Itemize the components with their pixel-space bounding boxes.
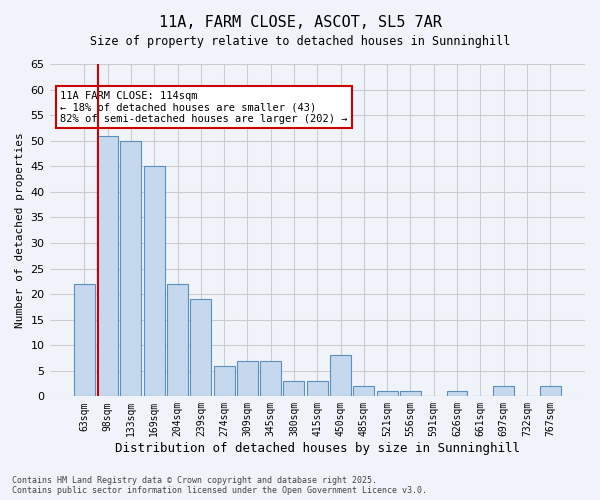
Text: 11A FARM CLOSE: 114sqm
← 18% of detached houses are smaller (43)
82% of semi-det: 11A FARM CLOSE: 114sqm ← 18% of detached… bbox=[60, 90, 348, 124]
Bar bbox=[377, 391, 398, 396]
Bar bbox=[493, 386, 514, 396]
Bar bbox=[400, 391, 421, 396]
Bar bbox=[121, 140, 142, 396]
Text: Size of property relative to detached houses in Sunninghill: Size of property relative to detached ho… bbox=[90, 35, 510, 48]
X-axis label: Distribution of detached houses by size in Sunninghill: Distribution of detached houses by size … bbox=[115, 442, 520, 455]
Bar bbox=[539, 386, 560, 396]
Bar bbox=[190, 299, 211, 396]
Bar bbox=[214, 366, 235, 396]
Bar bbox=[167, 284, 188, 397]
Bar bbox=[97, 136, 118, 396]
Text: Contains HM Land Registry data © Crown copyright and database right 2025.
Contai: Contains HM Land Registry data © Crown c… bbox=[12, 476, 427, 495]
Y-axis label: Number of detached properties: Number of detached properties bbox=[15, 132, 25, 328]
Bar bbox=[74, 284, 95, 397]
Text: 11A, FARM CLOSE, ASCOT, SL5 7AR: 11A, FARM CLOSE, ASCOT, SL5 7AR bbox=[158, 15, 442, 30]
Bar bbox=[353, 386, 374, 396]
Bar bbox=[283, 381, 304, 396]
Bar bbox=[260, 360, 281, 396]
Bar bbox=[237, 360, 258, 396]
Bar bbox=[307, 381, 328, 396]
Bar bbox=[330, 356, 351, 397]
Bar bbox=[144, 166, 165, 396]
Bar bbox=[446, 391, 467, 396]
